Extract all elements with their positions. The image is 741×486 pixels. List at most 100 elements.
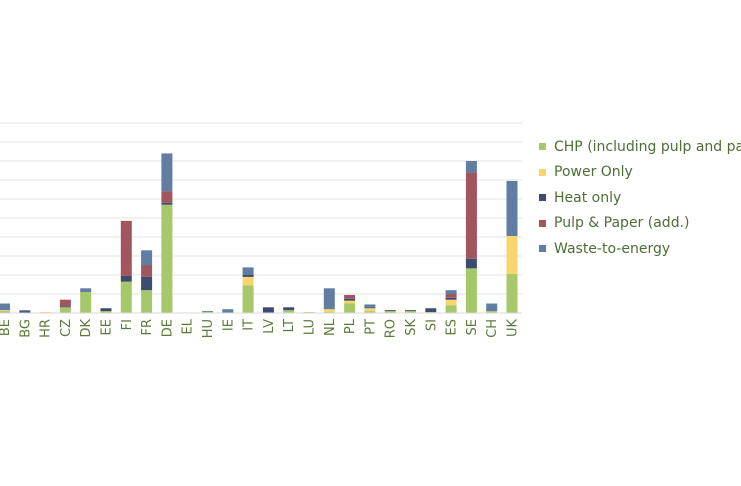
x-tick-label: BG (18, 319, 33, 338)
bar-cz-series-3 (59, 299, 71, 307)
x-tick-label: RO (384, 319, 399, 338)
x-tick-label: DE (160, 319, 175, 337)
x-tick-label: SI (424, 319, 439, 331)
legend-swatch-heat-only (539, 194, 546, 202)
legend-label-pulp-paper: Pulp & Paper (add.) (554, 215, 690, 232)
bar-pt-series-2 (364, 307, 376, 309)
bar-pt-series-0 (364, 311, 376, 313)
bar-ie-series-4 (222, 309, 234, 313)
bar-ee-series-0 (100, 311, 112, 313)
gridlines (0, 122, 522, 295)
x-tick-label: LV (262, 319, 277, 334)
legend-label-power-only: Power Only (554, 164, 633, 181)
bar-bg-series-2 (19, 311, 31, 313)
bar-ch-series-0 (486, 311, 498, 313)
bar-es-series-3 (445, 294, 457, 298)
x-tick-label: EE (100, 319, 115, 335)
bar-it-series-2 (242, 275, 254, 277)
x-tick-label: LT (282, 319, 297, 332)
bar-fi-series-3 (120, 220, 132, 276)
legend-swatch-power-only (539, 168, 546, 176)
legend-swatch-pulp-paper (539, 219, 546, 227)
bar-it-series-1 (242, 276, 254, 286)
legend-item-chp: CHP (including pulp and paper) (539, 134, 741, 160)
bar-fr-series-2 (141, 276, 153, 291)
bar-it-series-0 (242, 285, 254, 313)
bar-si-series-2 (425, 308, 437, 313)
bar-fr-series-3 (141, 265, 153, 277)
bar-de-series-4 (161, 153, 173, 192)
bar-nl-series-1 (323, 309, 335, 313)
bar-fi-series-0 (120, 281, 132, 313)
bar-uk-series-1 (506, 236, 518, 275)
bar-uk-series-0 (506, 274, 518, 313)
bar-pl-series-0 (344, 303, 356, 313)
bar-pt-series-1 (364, 308, 376, 312)
x-tick-label: HR (39, 319, 54, 338)
bar-nl-series-4 (323, 288, 335, 310)
bars (0, 153, 518, 313)
bar-dk-series-0 (80, 292, 92, 313)
bar-pl-series-3 (344, 294, 356, 299)
bar-be-series-1 (0, 310, 10, 312)
bar-uk-series-4 (506, 180, 518, 237)
bar-cz-series-2 (59, 306, 71, 308)
legend-swatch-waste-to-energy (539, 245, 546, 253)
bar-be-series-0 (0, 311, 10, 313)
bar-pl-series-2 (344, 298, 356, 301)
x-tick-label: FR (140, 319, 155, 336)
bar-cz-series-0 (59, 307, 71, 313)
bar-de-series-2 (161, 202, 173, 205)
x-tick-label: HU (201, 319, 216, 338)
x-tick-label: ES (445, 319, 460, 335)
bar-se-series-4 (465, 161, 477, 173)
x-tick-label: CZ (59, 319, 74, 337)
bar-bg-series-4 (19, 310, 31, 312)
legend-label-heat-only: Heat only (554, 189, 622, 206)
x-tick-label: CH (485, 319, 500, 338)
bar-ro-series-0 (384, 311, 396, 313)
bar-de-series-0 (161, 204, 173, 313)
bar-it-series-4 (242, 267, 254, 275)
bar-fr-series-4 (141, 250, 153, 266)
bar-fi-series-2 (120, 275, 132, 282)
bar-hu-series-4 (202, 311, 213, 313)
x-tick-label: NL (323, 318, 338, 336)
legend-swatch-chp (539, 143, 546, 151)
legend-item-pulp-paper: Pulp & Paper (add.) (539, 211, 741, 237)
legend: CHP (including pulp and paper) Power Onl… (539, 134, 741, 262)
bar-ee-series-2 (100, 308, 112, 312)
x-tick-label: PT (363, 319, 378, 335)
bar-es-series-4 (445, 290, 457, 294)
x-tick-label: UK (506, 319, 521, 338)
bar-lv-series-2 (262, 307, 274, 313)
bar-ro-series-2 (384, 310, 396, 312)
bar-es-series-0 (445, 305, 457, 313)
x-tick-label: DK (79, 319, 94, 338)
legend-item-waste-to-energy: Waste-to-energy (539, 236, 741, 262)
legend-item-power-only: Power Only (539, 160, 741, 186)
x-tick-label: BE (0, 319, 13, 336)
bar-es-series-1 (445, 299, 457, 306)
x-tick-label: IT (242, 319, 257, 331)
bar-es-series-2 (445, 297, 457, 300)
legend-item-heat-only: Heat only (539, 185, 741, 211)
bar-pt-series-4 (364, 304, 376, 308)
bar-lt-series-2 (283, 307, 295, 311)
bar-pl-series-1 (344, 300, 356, 304)
bar-se-series-2 (465, 258, 477, 269)
x-tick-label: SK (404, 319, 419, 336)
bar-dk-series-4 (80, 288, 92, 293)
bar-sk-series-2 (405, 310, 416, 312)
bar-se-series-0 (465, 268, 477, 313)
bar-be-series-4 (0, 303, 10, 311)
bar-fr-series-0 (141, 290, 153, 313)
bar-ch-series-4 (486, 303, 498, 312)
x-tick-labels: BE BG HR CZ DK EE FI FR DE EL HU IE IT LV LT LU NL PL PT RO… (0, 318, 521, 338)
legend-label-chp: CHP (including pulp and paper) (554, 138, 741, 155)
legend-label-waste-to-energy: Waste-to-energy (554, 240, 671, 257)
x-tick-label: LU (303, 319, 318, 335)
bar-lt-series-0 (283, 310, 295, 313)
bar-sk-series-0 (405, 311, 416, 313)
